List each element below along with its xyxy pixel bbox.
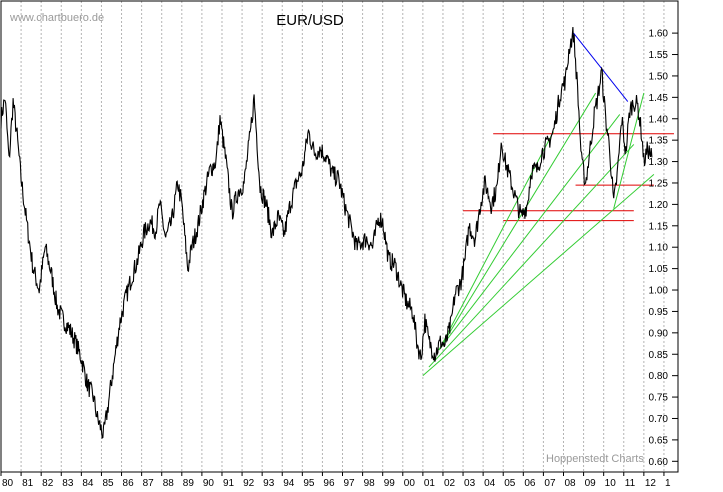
y-tick-label: 1.40 xyxy=(649,114,669,125)
y-tick-label: 1.60 xyxy=(649,29,669,40)
vertical-grid xyxy=(0,1,665,472)
x-tick-label: 83 xyxy=(62,478,74,489)
y-tick-label: 1.30 xyxy=(649,157,669,168)
x-tick-label: 88 xyxy=(163,478,175,489)
x-tick-label: 04 xyxy=(484,478,496,489)
x-tick-label: 01 xyxy=(424,478,436,489)
x-tick-label: 92 xyxy=(243,478,255,489)
x-tick-label: 85 xyxy=(102,478,114,489)
y-axis-ticks: 0.60 0.65 0.70 0.75 0.80 0.85 0.90 0.95 1.00 1.05… xyxy=(649,29,678,468)
y-tick-label: 1.20 xyxy=(649,200,669,211)
x-tick-label: 80 xyxy=(2,478,14,489)
price-series-line xyxy=(0,26,653,439)
x-tick-label: 95 xyxy=(303,478,315,489)
x-tick-label: 00 xyxy=(404,478,416,489)
y-tick-label: 1.45 xyxy=(649,93,669,104)
support-trend-line xyxy=(613,92,645,209)
y-tick-label: 0.90 xyxy=(649,328,669,339)
x-tick-label: 97 xyxy=(344,478,356,489)
x-tick-label: 07 xyxy=(544,478,556,489)
credit-text: Hoppenstedt Charts xyxy=(546,453,644,465)
y-tick-label: 0.80 xyxy=(649,371,669,382)
x-tick-label: 91 xyxy=(223,478,235,489)
y-tick-label: 1.10 xyxy=(649,243,669,254)
x-tick-label: 93 xyxy=(263,478,275,489)
y-tick-label: 0.60 xyxy=(649,457,669,468)
x-tick-label: 03 xyxy=(464,478,476,489)
support-trend-line xyxy=(428,144,635,368)
down-trend-line xyxy=(573,32,629,102)
x-tick-label: 99 xyxy=(384,478,396,489)
y-tick-label: 0.65 xyxy=(649,435,669,446)
x-tick-label: 98 xyxy=(364,478,376,489)
x-tick-label: 96 xyxy=(323,478,335,489)
x-tick-label: 90 xyxy=(203,478,215,489)
support-trend-line xyxy=(438,131,554,351)
x-tick-label: 82 xyxy=(42,478,54,489)
y-tick-label: 1.15 xyxy=(649,221,669,232)
x-tick-label: 84 xyxy=(82,478,94,489)
y-tick-label: 0.75 xyxy=(649,393,669,404)
y-tick-label: 0.85 xyxy=(649,350,669,361)
y-tick-label: 1.55 xyxy=(649,50,669,61)
chart-title: EUR/USD xyxy=(276,12,344,29)
y-tick-label: 1.05 xyxy=(649,264,669,275)
x-tick-label: 02 xyxy=(444,478,456,489)
x-tick-label: 06 xyxy=(524,478,536,489)
y-tick-label: 1.35 xyxy=(649,136,669,147)
y-tick-label: 1.50 xyxy=(649,71,669,82)
y-tick-label: 1.25 xyxy=(649,178,669,189)
x-axis-ticks: 80 81 82 83 84 85 86 87 88 89 90 91 92 93 94 95 96 97 98 99… xyxy=(0,472,671,489)
x-tick-label: 1 xyxy=(665,478,671,489)
y-tick-label: 0.95 xyxy=(649,307,669,318)
y-tick-label: 0.70 xyxy=(649,414,669,425)
x-tick-label: 12 xyxy=(645,478,657,489)
x-tick-label: 11 xyxy=(625,478,636,489)
x-tick-label: 87 xyxy=(143,478,155,489)
x-tick-label: 05 xyxy=(504,478,516,489)
x-tick-label: 94 xyxy=(283,478,295,489)
x-tick-label: 08 xyxy=(564,478,576,489)
support-trend-line xyxy=(422,174,655,377)
x-tick-label: 86 xyxy=(123,478,135,489)
x-tick-label: 10 xyxy=(605,478,617,489)
x-tick-label: 89 xyxy=(183,478,195,489)
x-tick-label: 09 xyxy=(585,478,597,489)
y-tick-label: 1.00 xyxy=(649,286,669,297)
x-tick-label: 81 xyxy=(22,478,34,489)
watermark-text: www.chartbuero.de xyxy=(9,12,104,24)
support-trend-line xyxy=(438,92,597,351)
